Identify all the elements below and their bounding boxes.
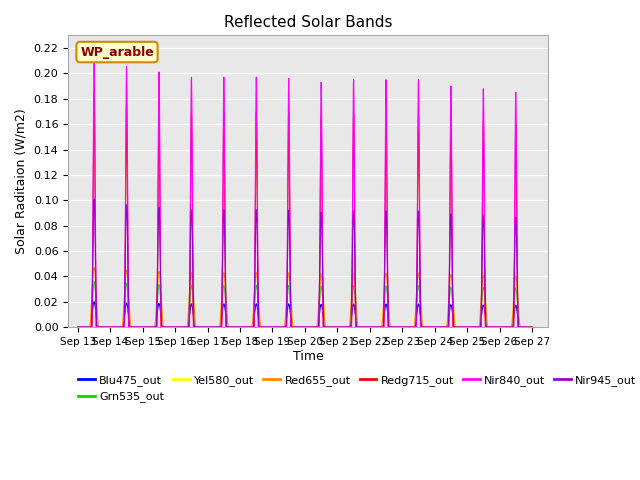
Redg715_out [459,324,467,330]
Nir840_out [225,324,232,330]
Nir840_out [311,324,319,330]
Redg715_out [250,324,257,330]
Yel580_out [459,324,467,330]
Nir945_out [459,324,467,330]
Blu475_out [90,299,98,305]
Nir840_out [292,324,300,330]
Red655_out [459,324,467,330]
Line: Yel580_out: Yel580_out [78,269,532,327]
Line: Grn535_out: Grn535_out [78,281,532,327]
Blu475_out [292,324,300,330]
Yel580_out [74,324,82,330]
Red655_out [74,324,82,330]
Line: Nir840_out: Nir840_out [78,54,532,327]
Nir945_out [292,324,300,330]
Yel580_out [311,324,319,330]
Red655_out [493,324,501,330]
Nir840_out [459,324,467,330]
Grn535_out [493,324,501,330]
Blu475_out [311,324,319,330]
Nir840_out [493,324,501,330]
Redg715_out [528,324,536,330]
Nir945_out [225,324,232,330]
Y-axis label: Solar Raditaion (W/m2): Solar Raditaion (W/m2) [15,108,28,254]
Red655_out [292,324,300,330]
Line: Redg715_out: Redg715_out [78,93,532,327]
Red655_out [528,324,536,330]
Grn535_out [90,278,98,284]
Nir945_out [74,324,82,330]
Redg715_out [225,324,232,330]
Grn535_out [250,317,257,323]
Grn535_out [225,324,232,330]
Nir840_out [528,324,536,330]
X-axis label: Time: Time [292,349,324,362]
Legend: Blu475_out, Grn535_out, Yel580_out, Red655_out, Redg715_out, Nir840_out, Nir945_: Blu475_out, Grn535_out, Yel580_out, Red6… [74,371,640,407]
Red655_out [90,264,98,270]
Blu475_out [225,324,232,330]
Text: WP_arable: WP_arable [80,46,154,59]
Blu475_out [493,324,501,330]
Yel580_out [90,266,98,272]
Redg715_out [74,324,82,330]
Blu475_out [459,324,467,330]
Grn535_out [311,324,319,330]
Nir840_out [250,324,257,330]
Grn535_out [459,324,467,330]
Yel580_out [528,324,536,330]
Title: Reflected Solar Bands: Reflected Solar Bands [224,15,392,30]
Nir840_out [90,51,98,57]
Grn535_out [74,324,82,330]
Red655_out [225,324,232,330]
Red655_out [311,324,319,330]
Redg715_out [292,324,300,330]
Blu475_out [74,324,82,330]
Blu475_out [250,322,257,327]
Blu475_out [528,324,536,330]
Line: Blu475_out: Blu475_out [78,302,532,327]
Nir945_out [493,324,501,330]
Nir945_out [90,196,98,202]
Yel580_out [292,324,300,330]
Redg715_out [311,324,319,330]
Nir840_out [74,324,82,330]
Yel580_out [250,313,257,319]
Line: Red655_out: Red655_out [78,267,532,327]
Grn535_out [292,324,300,330]
Line: Nir945_out: Nir945_out [78,199,532,327]
Nir945_out [311,324,319,330]
Yel580_out [493,324,501,330]
Yel580_out [225,324,232,330]
Redg715_out [493,324,501,330]
Nir945_out [528,324,536,330]
Nir945_out [250,324,257,330]
Redg715_out [90,90,98,96]
Grn535_out [528,324,536,330]
Red655_out [250,311,257,317]
